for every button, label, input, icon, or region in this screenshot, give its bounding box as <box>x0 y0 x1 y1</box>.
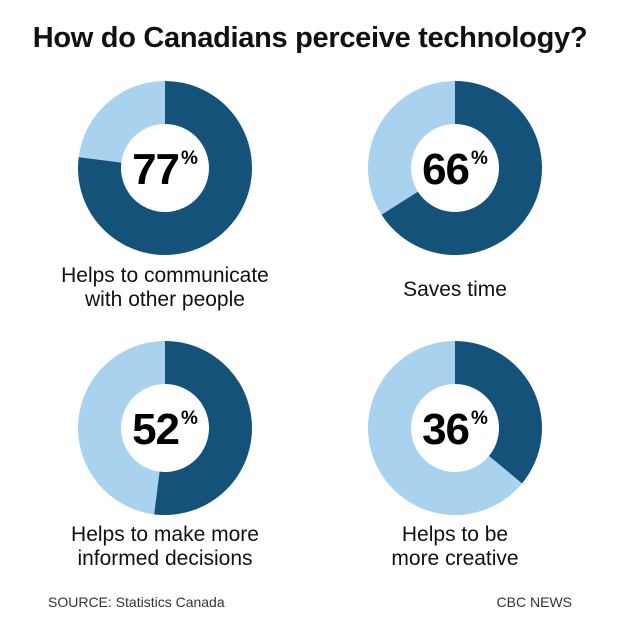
slice-remaining <box>78 341 165 515</box>
donut-panel-decisions: 52% Helps to make more informed decision… <box>15 340 315 595</box>
percent-number: 52 <box>132 405 180 454</box>
slice-remaining <box>368 341 523 515</box>
caption-decisions: Helps to make more informed decisions <box>71 523 259 570</box>
percent-sign: % <box>181 408 198 429</box>
percent-sign: % <box>181 148 198 169</box>
caption-creative: Helps to be more creative <box>391 523 519 570</box>
slice-filled <box>381 81 542 256</box>
percent-value-decisions: 52% <box>132 408 198 452</box>
brand-credit: CBC NEWS <box>496 594 572 610</box>
percent-sign: % <box>471 148 488 169</box>
percent-value-saves-time: 66% <box>422 148 488 192</box>
donut-panel-saves-time: 66% Saves time <box>305 80 605 335</box>
slice-filled <box>455 341 542 484</box>
caption-communicate: Helps to communicate with other people <box>61 264 269 311</box>
percent-sign: % <box>471 408 488 429</box>
percent-value-communicate: 77% <box>132 148 198 192</box>
slice-filled <box>78 81 253 255</box>
source-note: SOURCE: Statistics Canada <box>48 594 225 610</box>
caption-saves-time: Saves time <box>403 278 507 301</box>
donut-panel-communicate: 77% Helps to communicate with other peop… <box>15 80 315 335</box>
donut-chart-communicate <box>78 81 253 255</box>
donut-chart-decisions <box>78 341 252 515</box>
slice-remaining <box>368 81 455 215</box>
donut-chart-saves-time <box>368 81 542 256</box>
donut-chart-creative <box>368 341 542 515</box>
slice-filled <box>154 341 252 515</box>
percent-number: 66 <box>422 145 470 194</box>
donut-panel-creative: 36% Helps to be more creative <box>305 340 605 595</box>
chart-title: How do Canadians perceive technology? <box>32 22 588 54</box>
percent-value-creative: 36% <box>422 408 488 452</box>
slice-remaining <box>78 81 165 163</box>
percent-number: 77 <box>132 145 180 194</box>
percent-number: 36 <box>422 405 470 454</box>
